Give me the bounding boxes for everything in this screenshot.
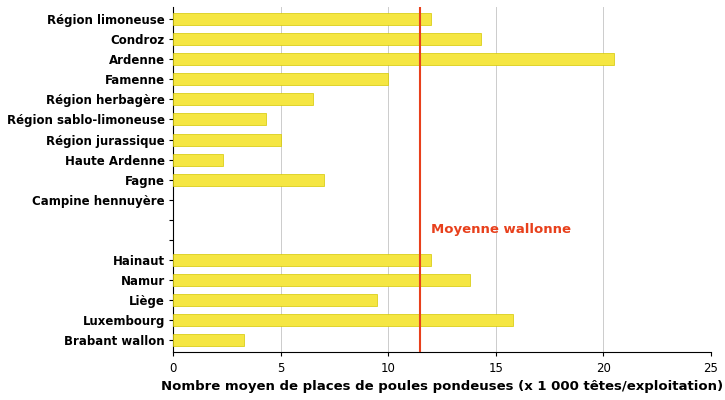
Bar [173,33,481,45]
Bar [173,154,223,166]
Bar [173,53,614,65]
X-axis label: Nombre moyen de places de poules pondeuses (x 1 000 têtes/exploitation): Nombre moyen de places de poules pondeus… [161,380,723,393]
Bar [173,134,281,146]
Bar [173,334,244,346]
Bar [173,114,265,126]
Bar [173,13,431,25]
Bar [173,174,324,186]
Bar [173,93,313,105]
Bar [173,73,388,85]
Bar [173,274,470,286]
Text: Moyenne wallonne: Moyenne wallonne [431,224,571,236]
Bar [173,294,378,306]
Bar [173,314,513,326]
Bar [173,254,431,266]
